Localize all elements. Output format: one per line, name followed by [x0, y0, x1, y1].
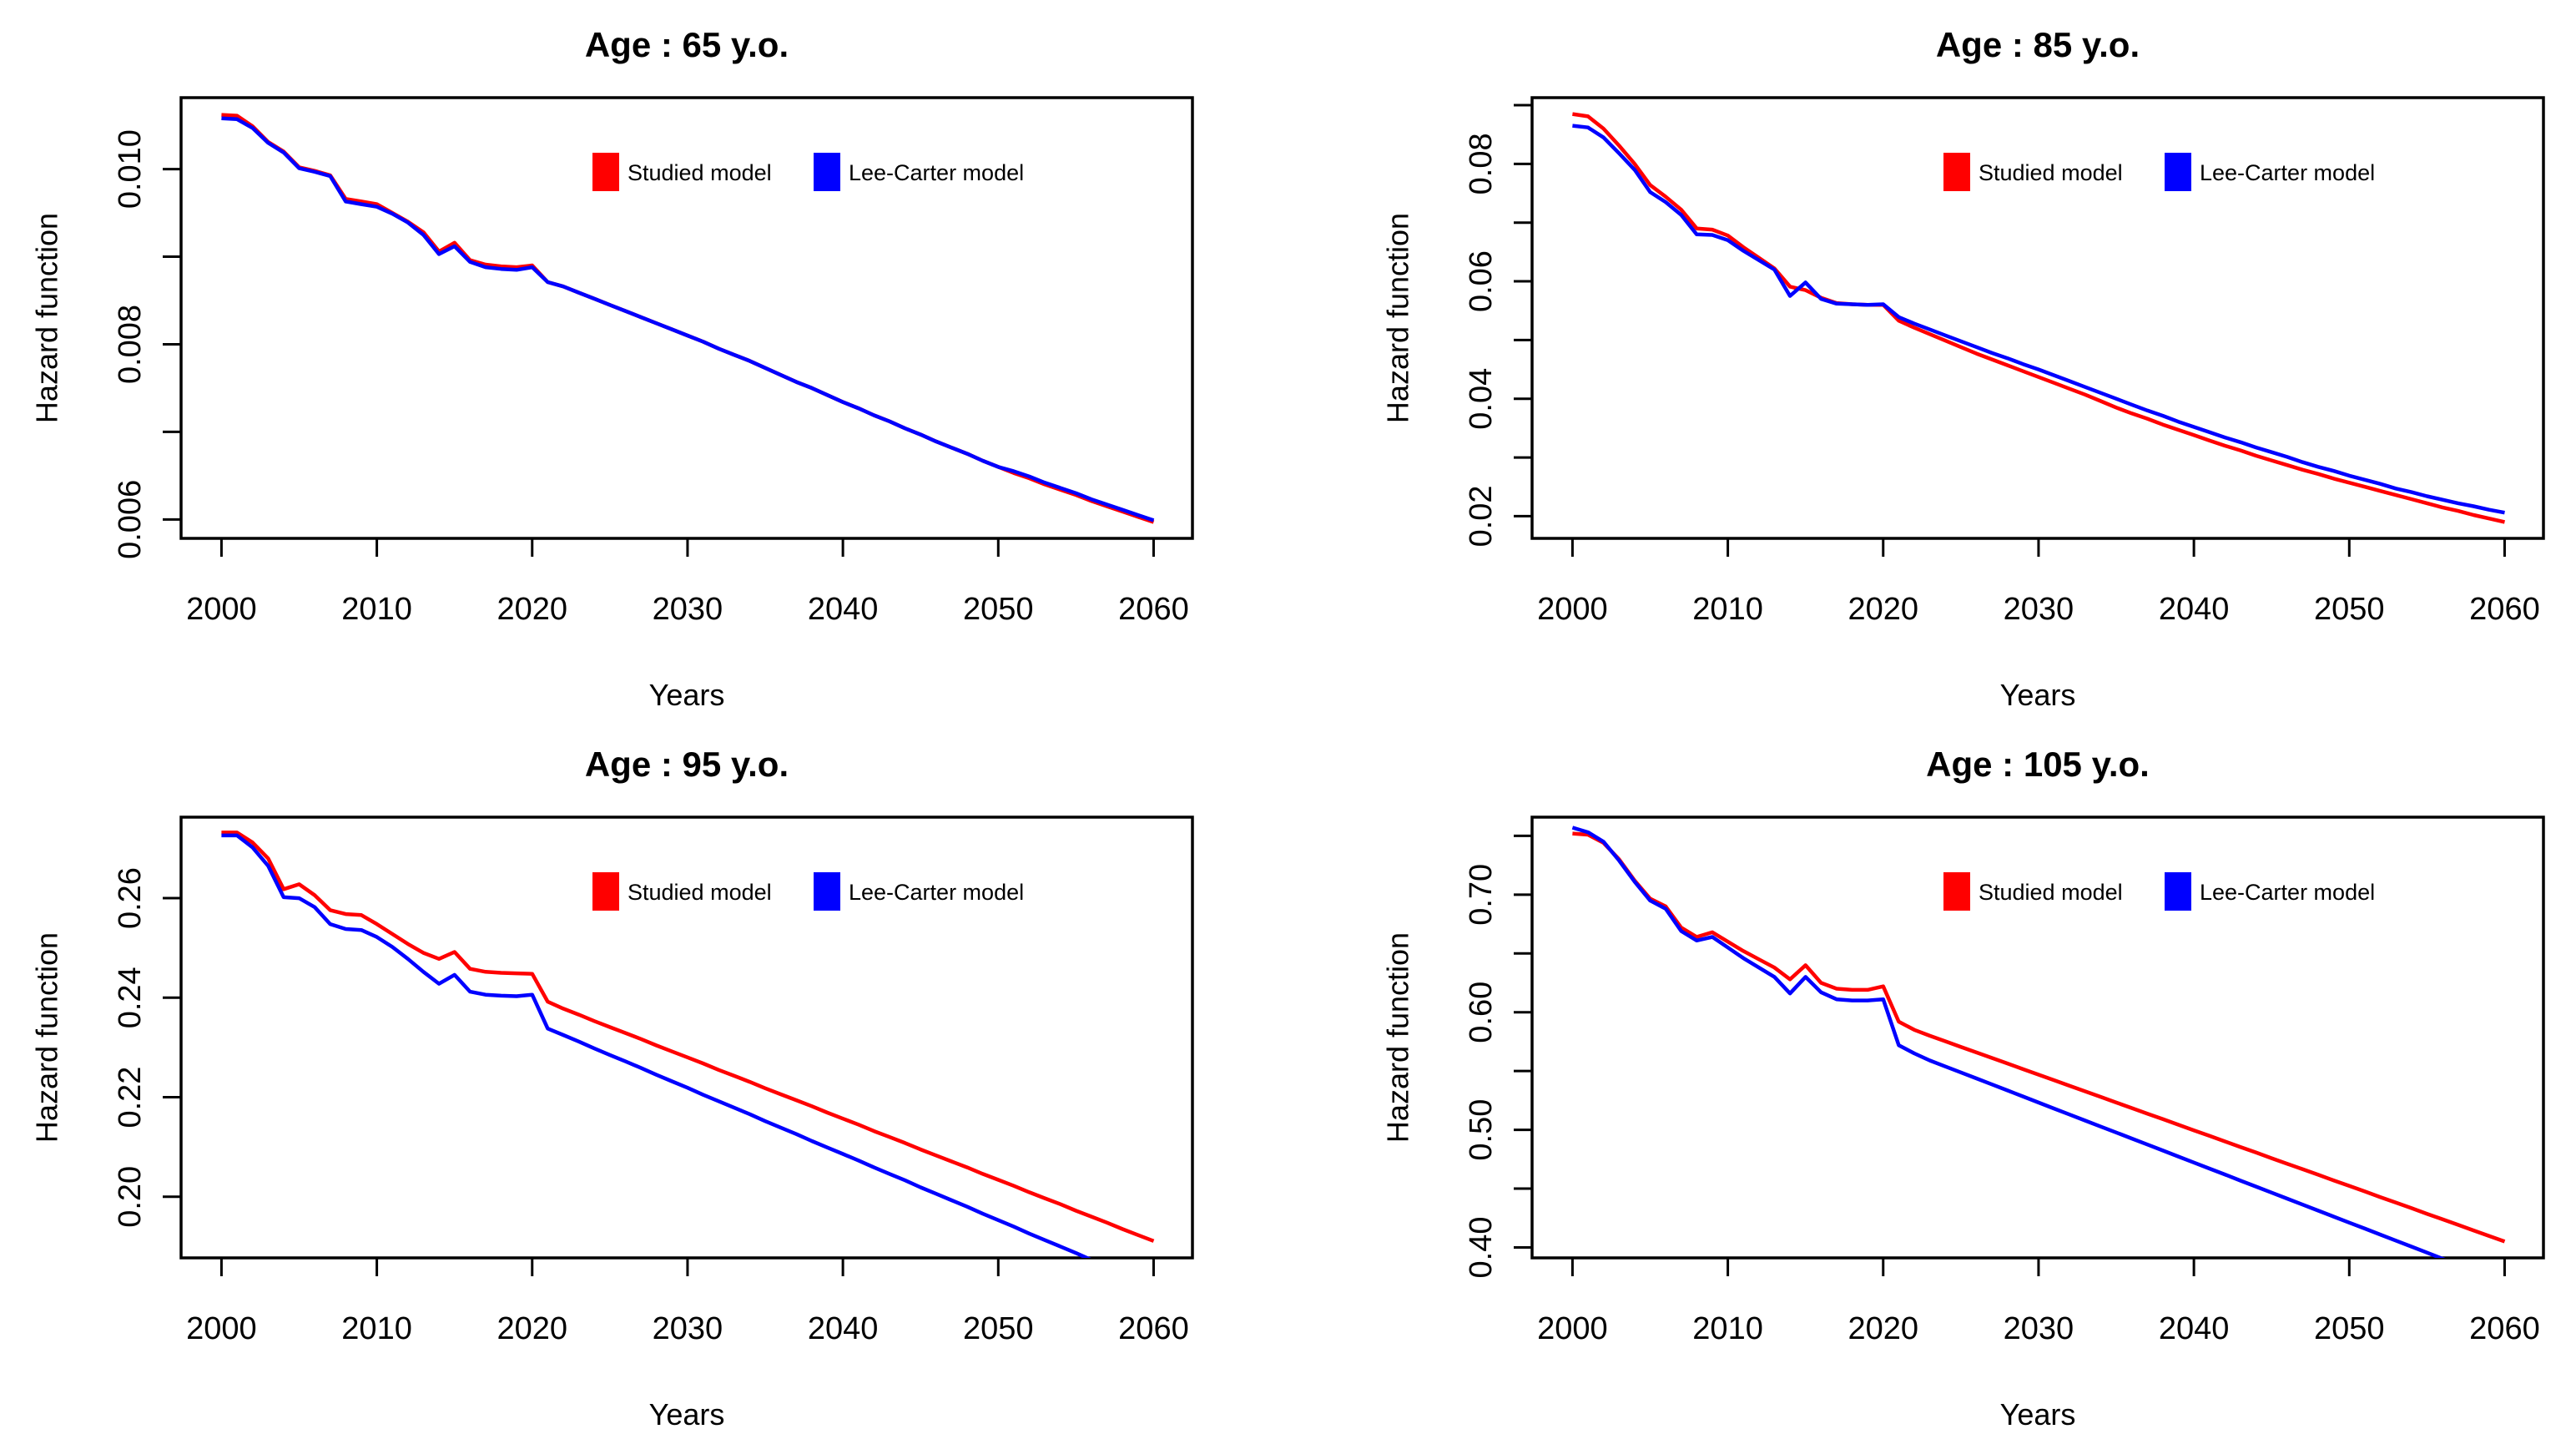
y-axis: 0.20 0.22 0.24 0.26: [113, 867, 181, 1228]
x-axis: 2000 2010 2020 2030 2040 2050 2060: [186, 1258, 1189, 1346]
legend-swatch-lee-carter: [814, 153, 840, 191]
x-tick-label: 2030: [2003, 1311, 2074, 1346]
y-tick-label: 0.40: [1464, 1217, 1499, 1279]
y-axis-label: Hazard function: [1380, 213, 1414, 423]
legend-swatch-lee-carter: [2164, 872, 2191, 911]
legend-swatch-lee-carter: [814, 872, 840, 911]
x-tick-label: 2060: [2469, 592, 2540, 627]
legend-label: Lee-Carter model: [2200, 880, 2375, 905]
y-axis: 0.006 0.008 0.010: [113, 129, 181, 559]
y-axis: 0.02 0.04 0.06 0.08: [1464, 104, 1532, 547]
x-tick-label: 2040: [808, 1311, 879, 1346]
x-axis-label: Years: [1999, 1397, 2075, 1431]
legend-swatch-studied: [592, 153, 619, 191]
x-axis-label: Years: [1999, 678, 2075, 712]
x-axis-label: Years: [649, 678, 725, 712]
x-tick-label: 2030: [653, 592, 723, 627]
x-tick-label: 2010: [341, 592, 412, 627]
legend-swatch-studied: [592, 872, 619, 911]
x-axis-label: Years: [649, 1397, 725, 1431]
series-line-lee-carter: [221, 116, 1155, 523]
legend: Studied model Lee-Carter model: [1943, 872, 2375, 911]
legend-label: Studied model: [1979, 880, 2123, 905]
x-tick-label: 2020: [497, 592, 567, 627]
x-tick-label: 2060: [2469, 1311, 2540, 1346]
series-line-studied: [221, 831, 1155, 1243]
x-tick-label: 2000: [1537, 1311, 1608, 1346]
y-axis: 0.40 0.50 0.60 0.70: [1464, 834, 1532, 1279]
x-tick-label: 2010: [1692, 592, 1763, 627]
x-tick-label: 2050: [2314, 592, 2385, 627]
x-tick-label: 2040: [2158, 1311, 2229, 1346]
y-tick-label: 0.20: [113, 1166, 148, 1228]
legend: Studied model Lee-Carter model: [592, 153, 1024, 191]
x-tick-label: 2020: [1848, 592, 1918, 627]
y-tick-label: 0.22: [113, 1067, 148, 1128]
x-tick-label: 2030: [653, 1311, 723, 1346]
x-axis: 2000 2010 2020 2030 2040 2050 2060: [186, 538, 1189, 627]
legend-label: Studied model: [1979, 160, 2123, 185]
legend: Studied model Lee-Carter model: [592, 872, 1024, 911]
legend-swatch-studied: [1943, 153, 1970, 191]
chart-svg-age-95: 2000 2010 2020 2030 2040 2050 2060 0.20 0.22 0.24…: [30, 745, 1194, 1431]
y-axis-label: Hazard function: [30, 932, 64, 1143]
y-axis-label: Hazard function: [1380, 932, 1414, 1143]
y-tick-label: 0.006: [113, 480, 148, 559]
chart-panel-age-65: 2000 2010 2020 2030 2040 2050 2060 0.006 0.008 0.…: [0, 0, 1288, 720]
series-line-lee-carter: [1571, 826, 2446, 1258]
x-tick-label: 2020: [497, 1311, 567, 1346]
x-tick-label: 2010: [341, 1311, 412, 1346]
y-tick-label: 0.70: [1464, 864, 1499, 926]
x-tick-label: 2050: [963, 1311, 1034, 1346]
chart-title: Age : 95 y.o.: [585, 745, 789, 784]
x-tick-label: 2060: [1118, 1311, 1189, 1346]
chart-panel-age-95: 2000 2010 2020 2030 2040 2050 2060 0.20 0.22 0.24…: [0, 720, 1288, 1439]
chart-svg-age-85: 2000 2010 2020 2030 2040 2050 2060 0.02 0.04 0.06…: [1380, 25, 2545, 712]
chart-panel-age-105: 2000 2010 2020 2030 2040 2050 2060 0.40 0.50 0.60…: [1288, 720, 2576, 1439]
x-tick-label: 2050: [963, 592, 1034, 627]
x-tick-label: 2050: [2314, 1311, 2385, 1346]
x-tick-label: 2020: [1848, 1311, 1918, 1346]
series-line-lee-carter: [221, 833, 1091, 1258]
x-tick-label: 2010: [1692, 1311, 1763, 1346]
y-tick-label: 0.010: [113, 129, 148, 209]
y-tick-label: 0.08: [1464, 133, 1499, 194]
y-tick-label: 0.02: [1464, 485, 1499, 547]
x-axis: 2000 2010 2020 2030 2040 2050 2060: [1537, 1258, 2540, 1346]
legend-label: Studied model: [628, 160, 772, 185]
x-tick-label: 2060: [1118, 592, 1189, 627]
series-line-studied: [1571, 831, 2505, 1244]
y-tick-label: 0.24: [113, 967, 148, 1028]
y-tick-label: 0.06: [1464, 250, 1499, 312]
series-line-studied: [1571, 112, 2505, 524]
x-tick-label: 2040: [2158, 592, 2229, 627]
chart-title: Age : 105 y.o.: [1926, 745, 2150, 784]
legend-label: Lee-Carter model: [849, 160, 1024, 185]
x-axis: 2000 2010 2020 2030 2040 2050 2060: [1537, 538, 2540, 627]
x-tick-label: 2000: [186, 592, 257, 627]
y-tick-label: 0.008: [113, 305, 148, 384]
legend-label: Lee-Carter model: [849, 880, 1024, 905]
y-tick-label: 0.60: [1464, 982, 1499, 1043]
series-line-lee-carter: [1571, 124, 2505, 515]
y-tick-label: 0.26: [113, 867, 148, 929]
legend: Studied model Lee-Carter model: [1943, 153, 2375, 191]
y-axis-label: Hazard function: [30, 213, 64, 423]
legend-label: Lee-Carter model: [2200, 160, 2375, 185]
x-tick-label: 2000: [1537, 592, 1608, 627]
chart-svg-age-105: 2000 2010 2020 2030 2040 2050 2060 0.40 0.50 0.60…: [1380, 745, 2545, 1431]
chart-panel-age-85: 2000 2010 2020 2030 2040 2050 2060 0.02 0.04 0.06…: [1288, 0, 2576, 720]
y-tick-label: 0.04: [1464, 368, 1499, 430]
x-tick-label: 2000: [186, 1311, 257, 1346]
x-tick-label: 2030: [2003, 592, 2074, 627]
legend-swatch-studied: [1943, 872, 1970, 911]
x-tick-label: 2040: [808, 592, 879, 627]
chart-title: Age : 65 y.o.: [585, 25, 789, 64]
chart-title: Age : 85 y.o.: [1935, 25, 2139, 64]
legend-swatch-lee-carter: [2164, 153, 2191, 191]
chart-svg-age-65: 2000 2010 2020 2030 2040 2050 20600.0060.0080.…: [30, 25, 1194, 712]
legend-label: Studied model: [628, 880, 772, 905]
y-tick-label: 0.50: [1464, 1099, 1499, 1161]
